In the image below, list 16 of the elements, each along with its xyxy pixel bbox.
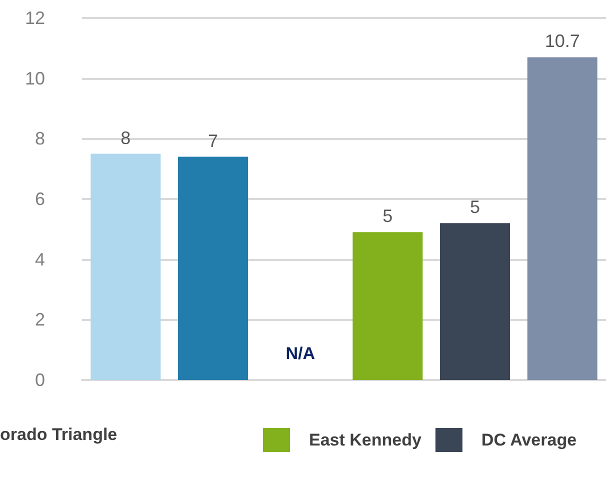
text: N/A <box>286 344 315 363</box>
data-label: 10.7 <box>544 31 580 52</box>
legend-label: East Kennedy <box>309 430 422 450</box>
data-label: 5 <box>470 197 480 218</box>
y-tick-label: 6 <box>34 189 45 209</box>
data-label: 5 <box>382 206 393 226</box>
y-tick-label: 2 <box>34 310 45 330</box>
y-tick-label: 10 <box>24 68 45 88</box>
legend-label: DC Average <box>481 430 577 450</box>
y-tick-label: 12 <box>24 8 45 28</box>
y-tick-label: 0 <box>34 370 45 390</box>
y-tick-label: 4 <box>34 249 45 270</box>
data-label: 7 <box>208 130 218 151</box>
data-label: 8 <box>120 128 131 148</box>
y-tick-label: 8 <box>34 128 45 149</box>
text: orado Triangle <box>0 425 118 444</box>
